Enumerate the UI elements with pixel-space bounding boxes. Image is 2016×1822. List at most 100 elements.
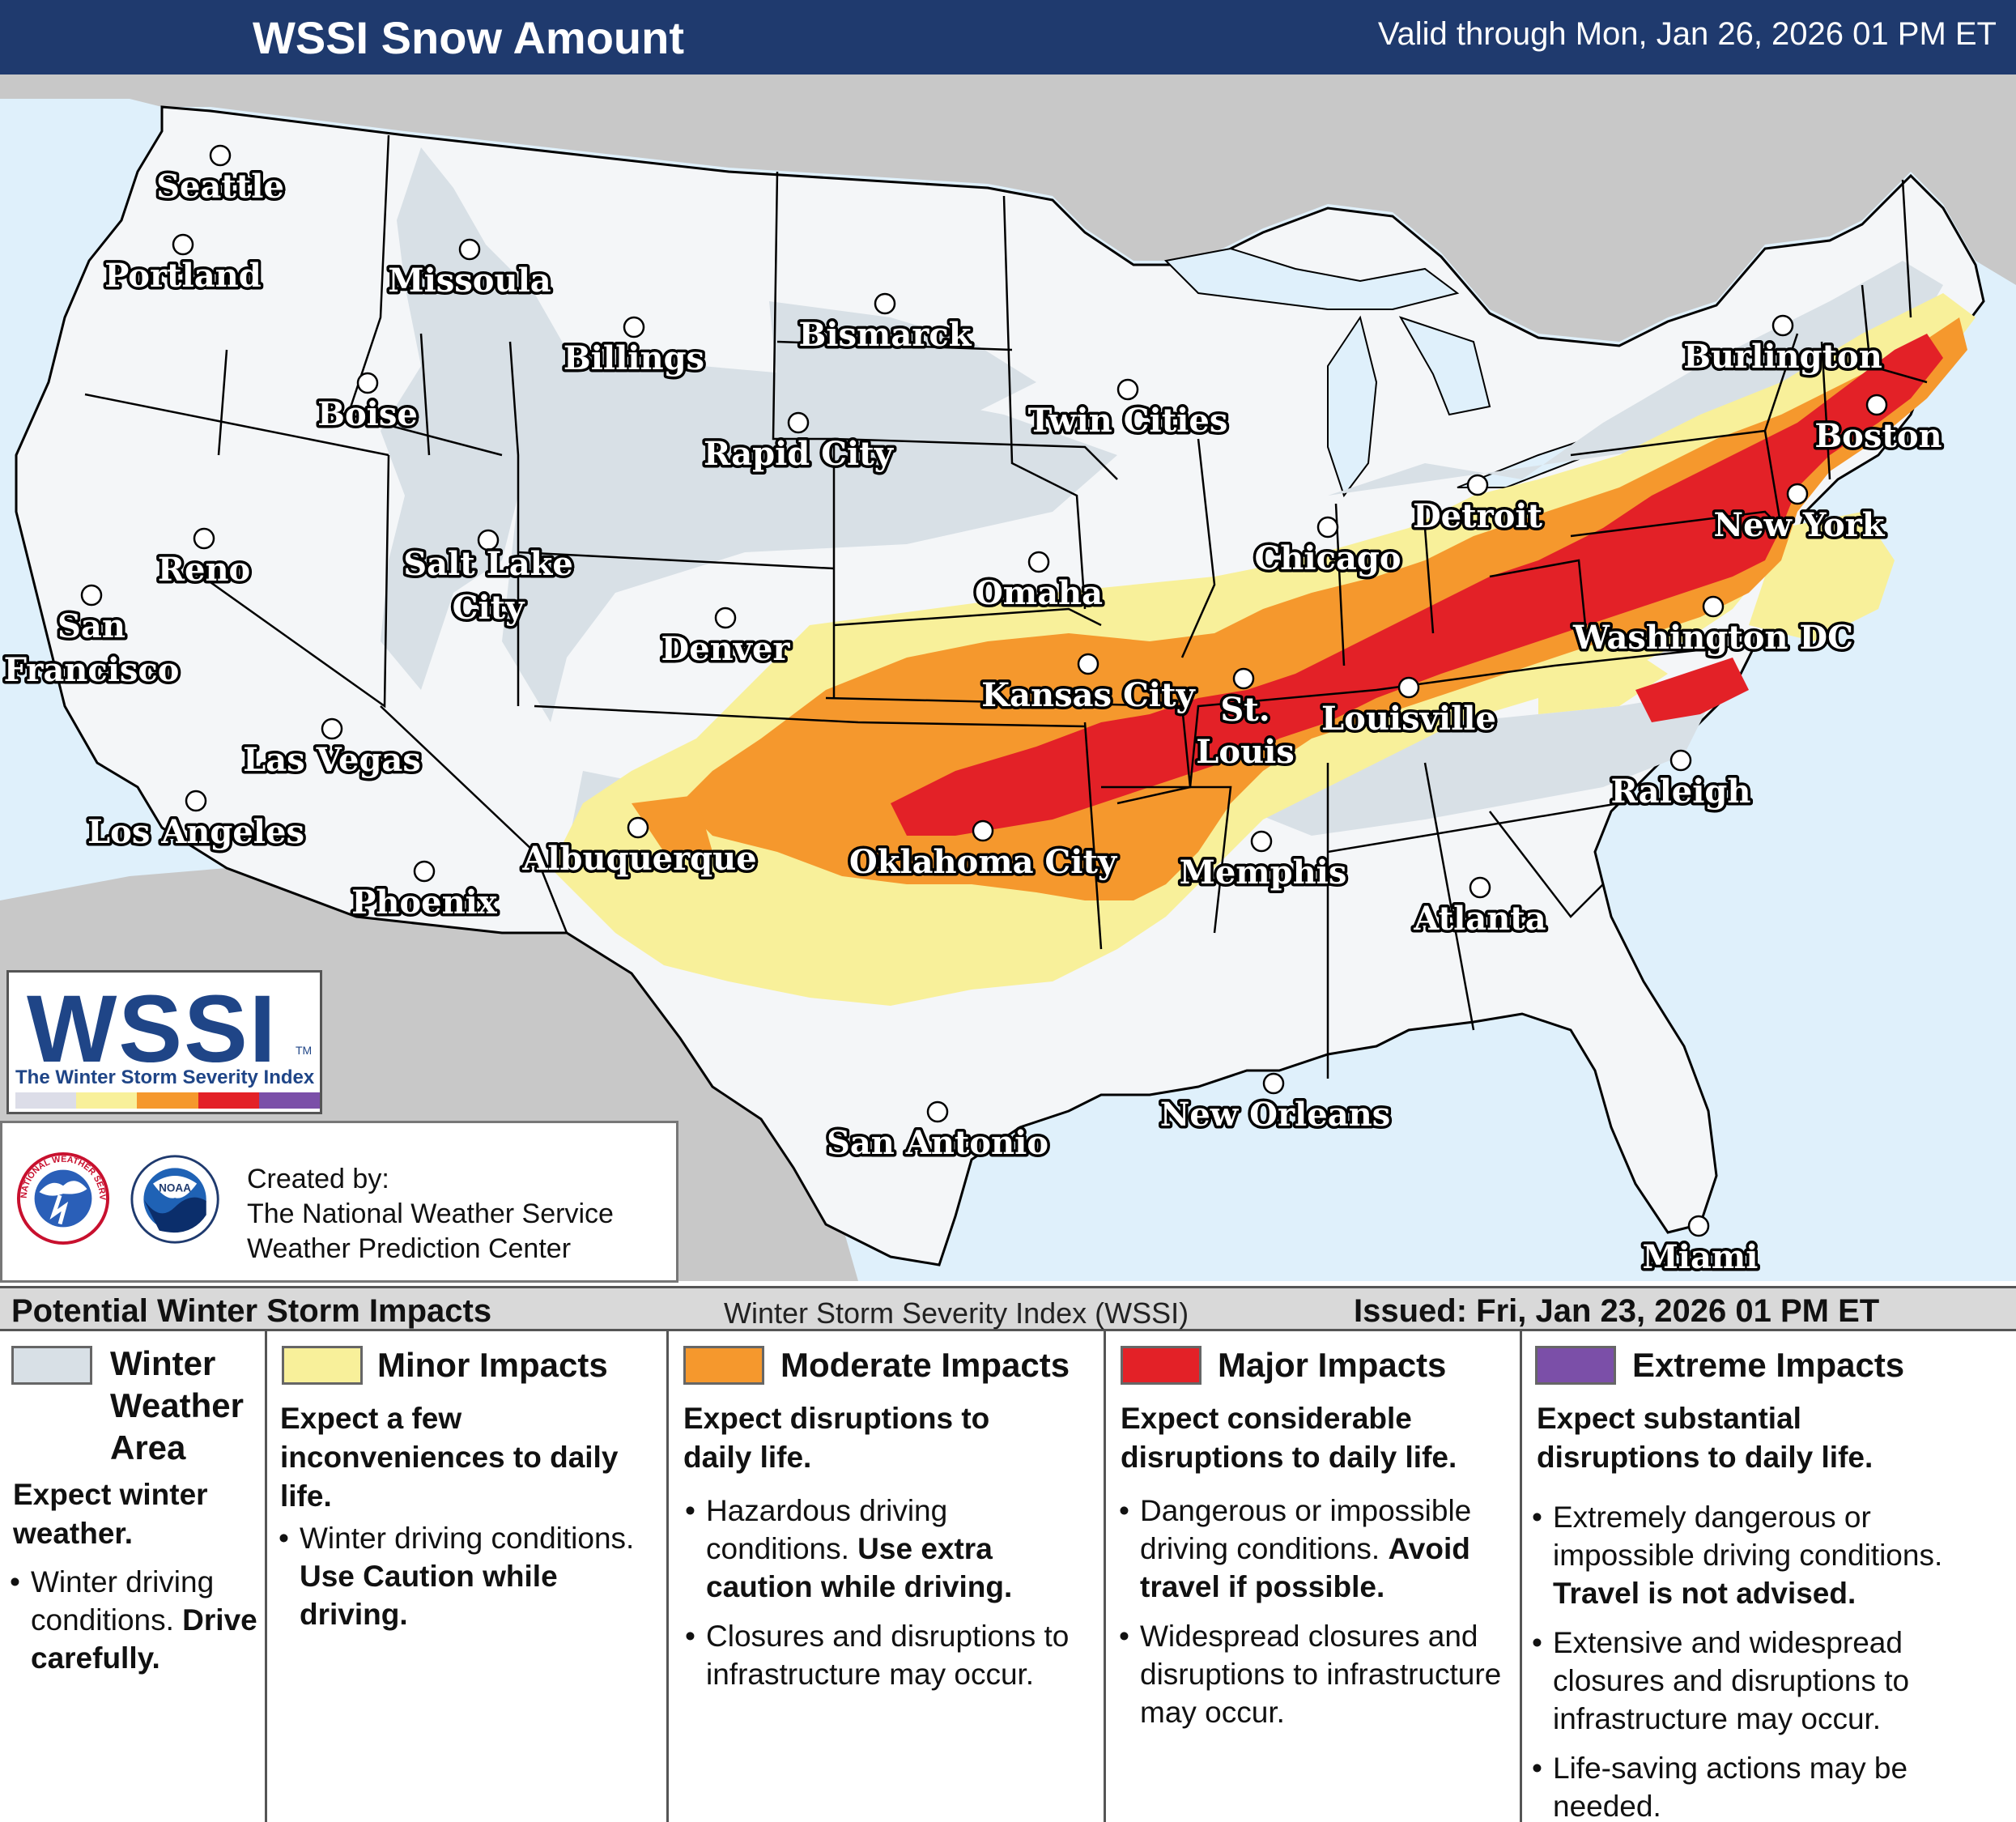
city-dot-new-york[interactable] — [1786, 483, 1809, 505]
city-markers — [80, 144, 1888, 1237]
city-label: Memphis — [1180, 854, 1347, 892]
legend-col-bullets: Extremely dangerous or impossible drivin… — [1532, 1498, 1985, 1822]
issued-time: Issued: Fri, Jan 23, 2026 01 PM ET — [1354, 1293, 1880, 1329]
bar-segment-minor — [76, 1092, 138, 1109]
city-dot-san-antonio[interactable] — [926, 1100, 949, 1123]
city-dot-phoenix[interactable] — [413, 860, 436, 883]
credit-line-3: Weather Prediction Center — [247, 1233, 572, 1264]
legend-header: Potential Winter Storm Impacts Winter St… — [0, 1286, 2016, 1331]
swatch-extreme — [1535, 1346, 1616, 1385]
lake-huron — [1398, 316, 1491, 416]
noaa-logo-icon: NOAA — [130, 1155, 219, 1244]
city-dot-omaha[interactable] — [1027, 551, 1050, 573]
city-dot-portland[interactable] — [172, 233, 194, 256]
city-dot-kansas-city[interactable] — [1077, 653, 1099, 675]
city-dot-oklahoma-city[interactable] — [972, 819, 994, 842]
city-dot-twin-cities[interactable] — [1116, 378, 1139, 401]
city-label: Missoula — [388, 262, 551, 300]
city-dot-bismarck[interactable] — [874, 292, 896, 315]
bar-segment-major — [198, 1092, 259, 1109]
state-boundaries — [84, 134, 1928, 1079]
city-label: Billings — [564, 339, 704, 377]
city-label: San Antonio — [827, 1124, 1048, 1162]
city-dot-boise[interactable] — [356, 372, 379, 394]
city-label: Omaha — [975, 574, 1103, 612]
legend-col-bullets: Winter driving conditions. Drive careful… — [10, 1563, 266, 1688]
legend-title: Potential Winter Storm Impacts — [11, 1293, 492, 1329]
city-label: Phoenix — [351, 883, 498, 922]
city-label: Chicago — [1254, 539, 1401, 577]
legend-col-extreme: Extreme Impacts Expect substantial disru… — [1522, 1331, 2016, 1822]
map-title: WSSI Snow Amount — [253, 12, 684, 63]
city-label: Salt Lake City — [403, 545, 573, 627]
wssi-color-bar — [15, 1092, 321, 1109]
city-dot-rapid-city[interactable] — [787, 411, 810, 434]
swatch-minor — [282, 1346, 363, 1385]
city-label: Miami — [1643, 1238, 1759, 1276]
city-label: Atlanta — [1413, 900, 1546, 938]
wssi-wordmark: WSSI — [27, 976, 278, 1083]
city-label: New York — [1714, 506, 1886, 544]
city-dot-louisville[interactable] — [1397, 676, 1420, 699]
city-label: Kansas City — [981, 676, 1196, 714]
city-dot-st-louis[interactable] — [1232, 667, 1255, 690]
city-dot-memphis[interactable] — [1250, 830, 1273, 853]
moderate-impacts-area — [632, 317, 1967, 900]
city-dot-salt-lake-city[interactable] — [477, 529, 500, 551]
city-dot-washington-dc[interactable] — [1702, 595, 1725, 618]
city-dot-atlanta[interactable] — [1469, 876, 1491, 899]
city-dot-new-orleans[interactable] — [1262, 1072, 1285, 1095]
city-dot-missoula[interactable] — [458, 238, 481, 261]
credit-line-2: The National Weather Service — [247, 1198, 614, 1229]
nws-logo-icon: NATIONAL WEATHER SERVICE — [15, 1151, 110, 1245]
header-bar: WSSI Snow Amount Valid through Mon, Jan … — [0, 0, 2016, 74]
city-dot-reno[interactable] — [193, 527, 215, 550]
valid-time: Valid through Mon, Jan 26, 2026 01 PM ET — [1377, 16, 1997, 52]
legend-col-bullets: Winter driving conditions. Use Caution w… — [279, 1519, 666, 1645]
city-label: Bismarck — [799, 316, 972, 354]
city-dot-raleigh[interactable] — [1669, 749, 1692, 772]
canada — [0, 74, 2016, 342]
city-dot-san-francisco[interactable] — [80, 584, 103, 607]
city-dot-seattle[interactable] — [209, 144, 232, 167]
legend-col-title: Winter Weather Area — [110, 1344, 244, 1467]
city-label: Boise — [317, 395, 418, 433]
city-label: Raleigh — [1611, 773, 1751, 811]
city-label: Louisville — [1321, 700, 1496, 738]
city-dot-albuquerque[interactable] — [627, 816, 649, 839]
city-label: Portland — [104, 257, 261, 295]
wssi-subtitle: The Winter Storm Severity Index — [15, 1066, 315, 1088]
city-dot-los-angeles[interactable] — [185, 790, 207, 812]
legend-col-minor: Minor Impacts Expect a few inconvenience… — [267, 1331, 669, 1822]
bar-segment-extreme — [258, 1092, 321, 1109]
city-label: Seattle — [156, 168, 284, 206]
swatch-winter — [11, 1346, 92, 1385]
credit-text: Created by: The National Weather Service… — [247, 1162, 614, 1266]
city-label: Reno — [158, 551, 250, 589]
major-impacts-area — [891, 334, 1943, 836]
city-label: Oklahoma City — [849, 843, 1118, 881]
legend-col-major: Major Impacts Expect considerable disrup… — [1106, 1331, 1522, 1822]
legend-col-bullets: Hazardous driving conditions. Use extra … — [685, 1492, 1090, 1705]
city-dot-las-vegas[interactable] — [321, 717, 343, 740]
city-dot-burlington[interactable] — [1771, 314, 1794, 337]
city-dot-billings[interactable] — [623, 316, 645, 338]
city-label: Burlington — [1683, 338, 1882, 376]
city-label: San Francisco — [4, 607, 180, 689]
city-dot-detroit[interactable] — [1466, 474, 1489, 496]
city-dot-denver[interactable] — [714, 607, 737, 629]
trademark: TM — [296, 1044, 313, 1057]
legend-col-desc: Expect disruptions to daily life. — [683, 1402, 990, 1474]
city-label: Twin Cities — [1028, 402, 1228, 440]
city-dot-chicago[interactable] — [1316, 516, 1339, 539]
legend-col-moderate: Moderate Impacts Expect disruptions to d… — [669, 1331, 1106, 1822]
legend-col-title: Major Impacts — [1218, 1346, 1447, 1384]
credit-line-1: Created by: — [247, 1164, 389, 1194]
legend-col-title: Extreme Impacts — [1632, 1346, 1905, 1384]
city-label: Albuquerque — [521, 840, 756, 878]
legend-col-bullets: Dangerous or impossible driving conditio… — [1119, 1492, 1516, 1743]
city-dot-boston[interactable] — [1865, 394, 1888, 416]
city-label: Washington DC — [1572, 619, 1853, 657]
city-dot-miami[interactable] — [1687, 1215, 1710, 1237]
swatch-moderate — [683, 1346, 764, 1385]
